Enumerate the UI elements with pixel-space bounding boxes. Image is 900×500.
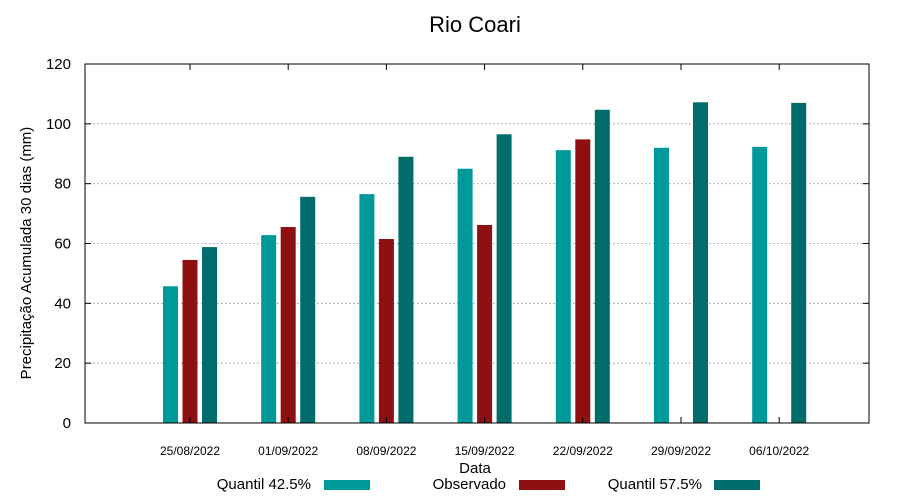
bar-observado	[378, 239, 394, 423]
bar-observado	[575, 139, 591, 423]
bar-quantil-57-5	[791, 102, 807, 424]
bar-quantil-42-5	[359, 194, 375, 423]
bar-quantil-57-5	[594, 109, 610, 424]
x-axis-ticks: 25/08/2022 01/09/2022 08/09/2022 15/09/2022…	[160, 64, 810, 458]
y-tick-label: 60	[54, 236, 71, 253]
x-tick-label: 22/09/2022	[553, 444, 613, 458]
x-tick-label: 08/09/2022	[356, 444, 416, 458]
bar-quantil-42-5	[457, 168, 473, 423]
x-tick-label: 06/10/2022	[749, 444, 809, 458]
legend-swatch	[519, 480, 565, 490]
y-tick-label: 100	[46, 116, 71, 133]
bar-quantil-42-5	[752, 146, 768, 423]
y-axis-ticks: 0 20 40 60 80 100 120	[46, 56, 869, 432]
bars	[163, 102, 807, 424]
x-tick-label: 25/08/2022	[160, 444, 220, 458]
grid	[85, 123, 869, 364]
x-tick-label: 01/09/2022	[258, 444, 318, 458]
chart-title: Rio Coari	[429, 12, 521, 37]
bar-quantil-57-5	[300, 196, 316, 423]
x-axis-label: Data	[459, 460, 491, 477]
y-tick-label: 80	[54, 176, 71, 193]
y-tick-label: 40	[54, 295, 71, 312]
bar-quantil-42-5	[163, 286, 178, 423]
bar-quantil-42-5	[654, 147, 669, 423]
legend-swatch	[714, 480, 760, 490]
bar-observado	[182, 259, 198, 423]
y-axis-label: Precipitação Acumulada 30 dias (mm)	[18, 127, 35, 380]
bar-quantil-42-5	[261, 235, 277, 423]
legend: Quantil 42.5% Observado Quantil 57.5%	[217, 476, 760, 493]
bar-quantil-57-5	[693, 102, 708, 423]
legend-swatch	[324, 480, 370, 490]
legend-item: Quantil 57.5%	[608, 476, 760, 493]
legend-label: Quantil 42.5%	[217, 476, 311, 493]
bar-observado	[477, 224, 493, 423]
y-tick-label: 0	[63, 415, 71, 432]
legend-label: Quantil 57.5%	[608, 476, 702, 493]
y-tick-label: 20	[54, 355, 71, 372]
bar-quantil-42-5	[555, 150, 571, 423]
legend-label: Observado	[433, 476, 506, 493]
x-tick-label: 29/09/2022	[651, 444, 711, 458]
legend-item: Observado	[433, 476, 565, 493]
bar-observado	[280, 227, 296, 423]
bar-quantil-57-5	[202, 247, 217, 423]
y-tick-label: 120	[46, 56, 71, 73]
x-tick-label: 15/09/2022	[455, 444, 515, 458]
bar-quantil-57-5	[496, 134, 512, 423]
legend-item: Quantil 42.5%	[217, 476, 370, 493]
bar-quantil-57-5	[398, 156, 414, 423]
